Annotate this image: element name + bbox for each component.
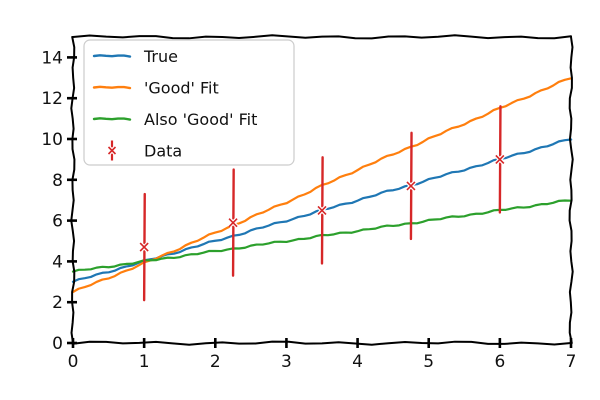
axis-spine-left (70, 36, 76, 344)
x-tick-label: 4 (352, 352, 363, 372)
data-point-5 (494, 153, 506, 165)
legend-swatch-1 (92, 54, 132, 58)
x-tick-label: 7 (566, 352, 577, 372)
legend-swatch-3 (92, 117, 132, 121)
y-tick-label: 12 (41, 89, 63, 109)
x-tick-label: 2 (210, 352, 221, 372)
y-tick-label: 0 (52, 334, 63, 354)
x-tick-label: 6 (494, 352, 505, 372)
axes-frame (70, 34, 574, 346)
data-point-3 (316, 204, 328, 216)
axis-spine-right (568, 36, 574, 344)
legend-label-3: Also 'Good' Fit (144, 110, 257, 129)
y-tick-label: 10 (41, 130, 63, 150)
legend-box (83, 39, 295, 166)
data-point-2 (227, 217, 239, 229)
y-tick-label: 6 (52, 212, 63, 232)
y-tick-label: 2 (52, 293, 63, 313)
legend-label-1: True (143, 47, 178, 66)
data-point-4 (405, 180, 417, 192)
x-tick-label: 0 (68, 352, 79, 372)
error-bars (138, 105, 506, 302)
legend-label-data: Data (144, 142, 182, 161)
legend-swatch-2 (92, 85, 132, 90)
y-tick-label: 4 (52, 252, 63, 272)
y-tick-label: 8 (52, 171, 63, 191)
legend: True 'Good' Fit Also 'Good' Fit Data (83, 39, 295, 166)
x-tick-label: 5 (423, 352, 434, 372)
legend-label-2: 'Good' Fit (144, 79, 219, 98)
y-tick-label: 14 (41, 48, 63, 68)
axis-spine-top (72, 34, 572, 40)
data-point-1 (138, 241, 150, 253)
x-tick-label: 1 (139, 352, 150, 372)
legend-swatch-data (107, 140, 117, 161)
x-tick-label: 3 (281, 352, 292, 372)
axis-spine-bottom (72, 340, 572, 346)
